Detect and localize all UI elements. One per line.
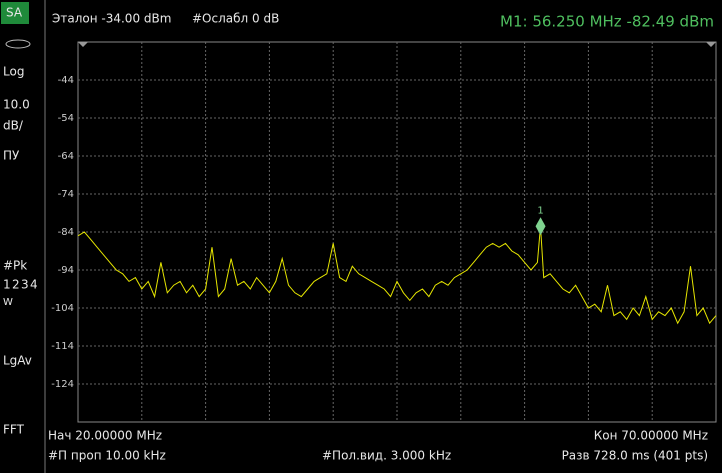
marker-readout: M1: 56.250 MHz -82.49 dBm <box>500 13 714 31</box>
trace-index: 4 <box>30 278 38 292</box>
average: LgAv <box>3 354 32 368</box>
rbw: #П проп 10.00 kHz <box>48 449 166 463</box>
detector: ПУ <box>3 149 20 163</box>
start-frequency: Нач 20.00000 MHz <box>48 429 162 443</box>
peak: #Pk <box>3 259 27 273</box>
y-tick-label: -64 <box>58 151 74 162</box>
marker <box>535 217 546 236</box>
sweep-time: Разв 728.0 ms (401 pts) <box>562 449 708 463</box>
y-tick-label: -104 <box>51 303 74 314</box>
y-tick-label: -54 <box>58 113 74 124</box>
plot-area <box>77 41 717 423</box>
y-tick-label: -124 <box>51 379 74 390</box>
reference-level: Эталон -34.00 dBm <box>52 12 171 26</box>
trace-index: 1 <box>3 278 11 292</box>
trace-index: 3 <box>21 278 29 292</box>
y-tick-label: -84 <box>58 227 74 238</box>
scale-value: 10.0 <box>3 98 30 112</box>
marker-label: 1 <box>537 205 543 216</box>
y-tick-label: -114 <box>51 341 74 352</box>
vbw: #Пол.вид. 3.000 kHz <box>322 449 451 463</box>
trace-index: 2 <box>12 278 20 292</box>
trace-mode: W <box>3 297 13 308</box>
mode-box <box>1 2 29 24</box>
sweep-type: FFT <box>3 423 25 437</box>
stop-frequency: Кон 70.00000 MHz <box>594 429 708 443</box>
trace <box>77 226 717 325</box>
mode: SA <box>6 6 23 20</box>
scale-unit: dB/ <box>3 119 24 133</box>
icon <box>5 39 31 49</box>
y-tick-label: -44 <box>58 75 74 86</box>
scale-type: Log <box>3 65 24 79</box>
attenuation: #Ослабл 0 dB <box>192 12 279 26</box>
y-tick-label: -74 <box>58 189 74 200</box>
y-tick-label: -94 <box>58 265 74 276</box>
